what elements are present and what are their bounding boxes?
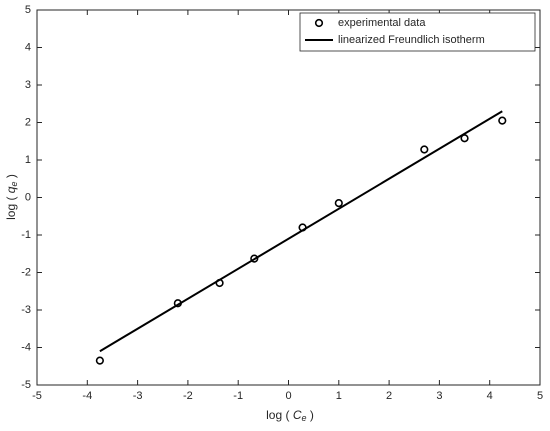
legend-label: experimental data — [338, 17, 426, 29]
x-tick-label: 1 — [336, 390, 342, 402]
plot-box — [36, 9, 541, 386]
data-point — [250, 254, 259, 263]
y-label-prefix: log ( — [4, 193, 18, 220]
y-tick-label: -3 — [21, 304, 31, 316]
y-tick-label: -5 — [21, 379, 31, 391]
x-tick-label: -2 — [183, 390, 193, 402]
data-point — [498, 116, 507, 125]
y-label-suffix: ) — [4, 174, 18, 181]
y-tick-label: 4 — [25, 41, 31, 53]
y-tick-label: 1 — [25, 154, 31, 166]
y-tick-label: -1 — [21, 229, 31, 241]
y-tick-label: 2 — [25, 116, 31, 128]
x-label-symbol: C — [293, 408, 302, 422]
data-point — [460, 134, 469, 143]
y-axis-label: log ( qe ) — [4, 174, 19, 220]
x-tick-label: 2 — [386, 390, 392, 402]
x-tick-label: -5 — [32, 390, 42, 402]
data-point — [420, 145, 429, 154]
x-tick-label: -4 — [82, 390, 92, 402]
legend-marker — [314, 18, 324, 28]
legend-label: linearized Freundlich isotherm — [338, 34, 485, 46]
y-label-symbol: q — [4, 186, 18, 193]
x-tick-label: 4 — [487, 390, 493, 402]
fit-line — [99, 110, 503, 353]
y-tick-label: -2 — [21, 266, 31, 278]
x-tick-label: 0 — [285, 390, 291, 402]
x-tick-label: -1 — [233, 390, 243, 402]
y-label-subscript: e — [9, 181, 19, 186]
x-axis-label: log ( Ce ) — [266, 408, 314, 423]
x-tick-label: -3 — [133, 390, 143, 402]
y-tick-label: 3 — [25, 79, 31, 91]
y-tick-label: -4 — [21, 341, 31, 353]
data-point — [334, 199, 343, 208]
y-tick-label: 5 — [25, 4, 31, 16]
x-tick-label: 3 — [436, 390, 442, 402]
legend-box — [299, 12, 536, 52]
x-label-subscript: e — [302, 413, 307, 423]
x-tick-label: 5 — [537, 390, 543, 402]
y-tick-label: 0 — [25, 191, 31, 203]
x-label-suffix: ) — [307, 408, 314, 422]
x-label-prefix: log ( — [266, 408, 293, 422]
data-point — [95, 356, 104, 365]
